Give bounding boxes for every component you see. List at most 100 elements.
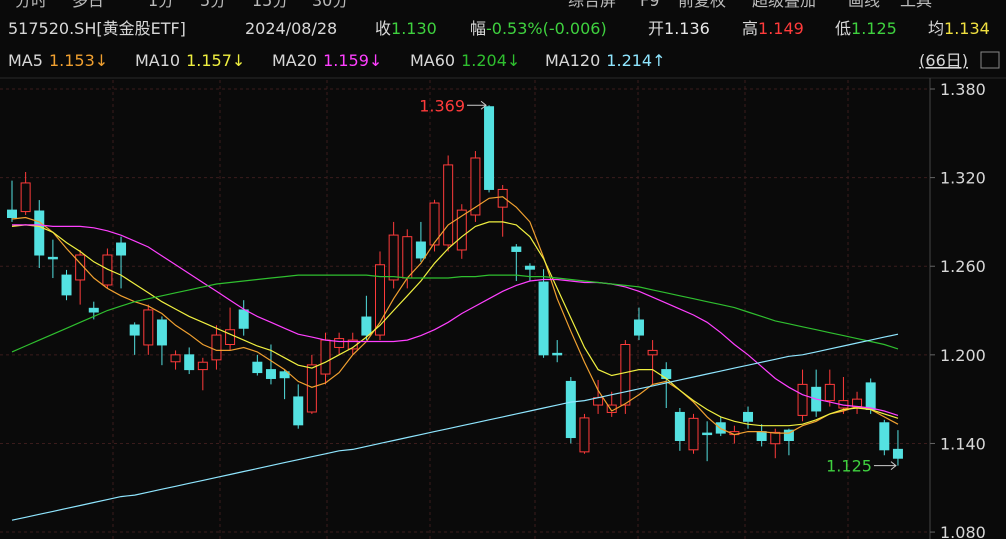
candle-body [7,209,17,218]
stat-label: 均 [928,19,944,38]
candle-body [361,316,372,336]
candle-body [293,396,304,426]
settings-box[interactable] [980,51,1000,69]
candle-body [892,448,903,459]
stat-label: 幅 [470,19,486,38]
candle-body [511,246,522,252]
candle-body [797,383,808,416]
candle-body [20,182,31,213]
toolbar-button[interactable]: 画线 [848,0,880,10]
y-tick-label: 1.380 [940,80,986,99]
y-tick-label: 1.260 [940,257,986,276]
stat: 高1.149 [742,19,804,38]
y-tick-label: 1.140 [940,434,986,453]
candle-body [770,431,781,445]
candle-body [524,265,535,270]
candle-body [116,242,127,256]
candle-body [456,209,467,251]
stat-value: 1.149 [758,19,804,38]
candle-body [375,264,386,336]
candle-body [852,398,863,408]
legend-entry: MA120 1.214↑ [545,51,666,70]
candle-body [225,329,236,346]
stat-label: 高 [742,19,758,38]
stat-value: 1.134 [944,19,990,38]
candle-body [197,361,208,371]
toolbar-button[interactable]: F9 [640,0,659,10]
max-label: 1.369 [419,96,465,115]
toolbar-tab[interactable]: 15分 [252,0,288,10]
ma-line [11,221,899,427]
stat: 低1.125 [835,19,897,38]
candle-body [320,339,331,375]
candle-body [279,371,290,379]
min-arrow-head [890,461,897,470]
candle-body [702,432,713,436]
candle-body [402,236,413,279]
ma-line [12,224,899,416]
candle-body [156,319,167,346]
period-label[interactable]: (66日) [919,51,968,70]
candle-body [470,157,481,216]
candle-body [334,338,345,348]
toolbar-tab[interactable]: 多日 [72,0,104,10]
stat: 开1.136 [648,19,710,38]
candle-body [429,202,440,246]
toolbar-tab[interactable]: 30分 [312,0,348,10]
toolbar-button[interactable]: 工具 [900,0,932,10]
candle-body [211,334,222,361]
toolbar-tab[interactable]: 5分 [200,0,226,10]
candle-body [743,411,754,422]
y-tick-label: 1.320 [940,169,986,188]
candle-body [620,344,631,406]
legend-entry: MA10 1.157↓ [135,51,245,70]
legend-value: 1.214↑ [606,51,665,70]
candle-body [265,369,276,379]
candle-body [756,431,767,441]
candle-body [61,274,72,296]
stat: 收1.130 [375,19,437,38]
candle-body [647,349,658,356]
candle-body [443,164,454,246]
toolbar-button[interactable]: 超级叠加 [752,0,816,10]
candle-body [306,364,317,413]
toolbar-button[interactable]: 前复权 [678,0,726,10]
max-arrow-head [480,100,487,110]
candle-body [565,380,576,439]
stat-value: 1.125 [851,19,897,38]
candle-body [538,281,549,356]
candle-body [47,256,58,260]
candle-body [674,411,685,441]
legend-name: MA60 [410,51,455,70]
candle-body [484,106,495,190]
ma-line [11,333,899,521]
stat: 幅-0.53%(-0.006) [470,19,607,38]
stat-value: 1.130 [391,19,437,38]
date: 2024/08/28 [245,19,337,38]
candle-body [143,309,154,346]
y-tick-label: 1.200 [940,346,986,365]
candle-body [34,210,45,256]
min-label: 1.125 [826,457,872,476]
candle-body [252,361,263,374]
stat: 均1.134 [928,19,990,38]
legend-name: MA120 [545,51,600,70]
toolbar-tab[interactable]: 分时 [15,0,47,10]
stat-value: 1.136 [664,19,710,38]
candle-body [129,324,140,336]
candle-body [238,309,249,329]
candle-body [783,429,794,441]
legend-entry: MA60 1.204↓ [410,51,520,70]
candle-body [184,354,195,371]
legend-name: MA20 [272,51,317,70]
legend-value: 1.157↓ [186,51,245,70]
toolbar-button[interactable]: 综合屏 [568,0,616,10]
toolbar-tab[interactable]: 1分 [148,0,174,10]
legend-value: 1.159↓ [323,51,382,70]
candle-body [633,319,644,336]
candle-body [102,254,113,286]
candle-body [497,188,508,208]
stat-label: 低 [835,19,851,38]
legend-entry: MA5 1.153↓ [8,51,108,70]
